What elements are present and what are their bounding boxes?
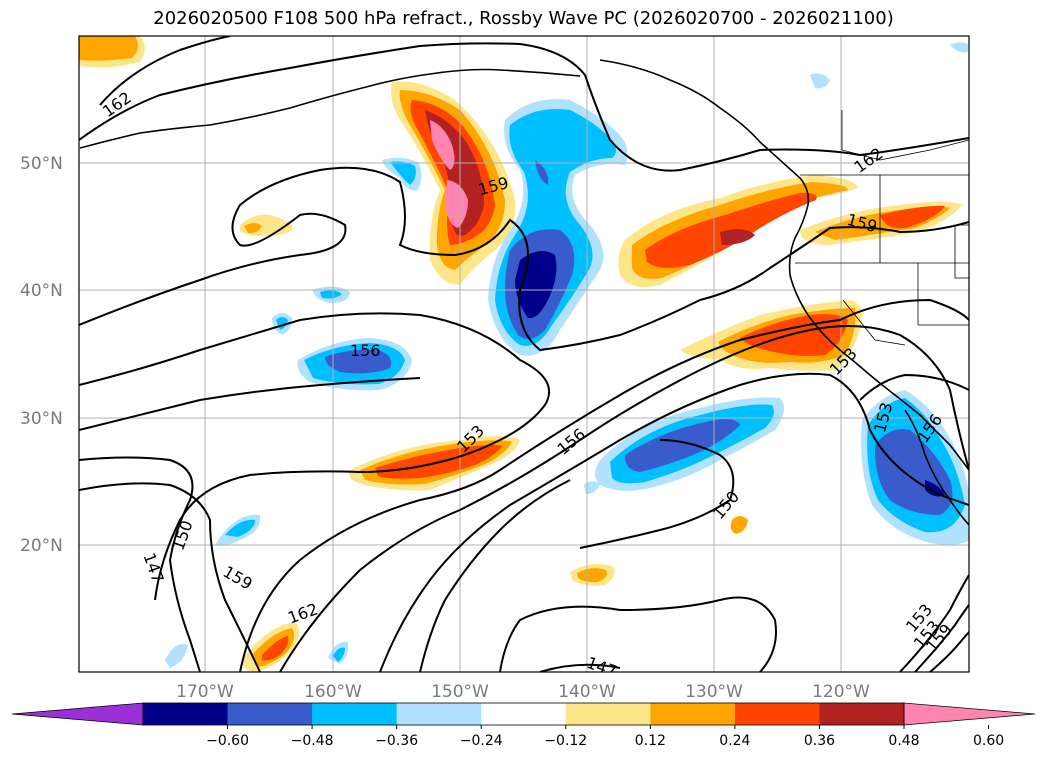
colorbar-extend-low (11, 702, 144, 726)
colorbar-swatch (227, 703, 313, 725)
contour-label: 156 (350, 341, 381, 360)
political-borders (795, 110, 969, 346)
graticule (79, 36, 969, 672)
lon-label: 160°W (304, 682, 362, 702)
longitude-labels: 170°W 160°W 150°W 140°W 130°W 120°W (176, 682, 870, 702)
contour-lines (79, 36, 969, 672)
colorbar-tick-label: −0.36 (375, 733, 418, 749)
colorbar-tick-label: 0.36 (804, 733, 835, 749)
lon-label: 150°W (431, 682, 489, 702)
lat-label: 40°N (20, 281, 63, 301)
colorbar-tick-label: 0.24 (719, 733, 750, 749)
latitude-labels: 50°N 40°N 30°N 20°N (20, 154, 63, 556)
map-panel: 162 159 156 153 156 153 150 147 159 162 … (79, 36, 969, 672)
lon-label: 140°W (558, 682, 616, 702)
colorbar-swatch (396, 703, 482, 725)
colorbar: −0.60 −0.48 −0.36 −0.24 −0.12 0.12 0.24 0.36 0.4… (11, 702, 1036, 749)
colorbar-swatch (565, 703, 651, 725)
lon-label: 170°W (176, 682, 234, 702)
colorbar-swatch (481, 703, 567, 725)
lat-label: 30°N (20, 409, 63, 429)
colorbar-tick-label: −0.24 (460, 733, 503, 749)
colorbar-swatch (312, 703, 398, 725)
map-frame (78, 35, 970, 673)
colorbar-swatch (143, 703, 229, 725)
colorbar-extend-high (903, 702, 1036, 726)
lat-label: 50°N (20, 154, 63, 174)
colorbar-tick-label: −0.48 (291, 733, 334, 749)
lat-label: 20°N (20, 536, 63, 556)
colorbar-swatch (650, 703, 736, 725)
colorbar-tick-label: −0.60 (206, 733, 249, 749)
colorbar-tick-label: −0.12 (544, 733, 587, 749)
colorbar-swatch (819, 703, 905, 725)
colorbar-tick-label: 0.60 (973, 733, 1004, 749)
map-title: 2026020500 F108 500 hPa refract., Rossby… (153, 8, 894, 29)
lon-label: 120°W (812, 682, 870, 702)
lon-label: 130°W (685, 682, 743, 702)
colorbar-tick-label: 0.48 (888, 733, 919, 749)
coastlines (79, 59, 969, 526)
colorbar-frame (142, 702, 905, 726)
colorbar-swatch (734, 703, 820, 725)
colorbar-tick-label: 0.12 (635, 733, 666, 749)
